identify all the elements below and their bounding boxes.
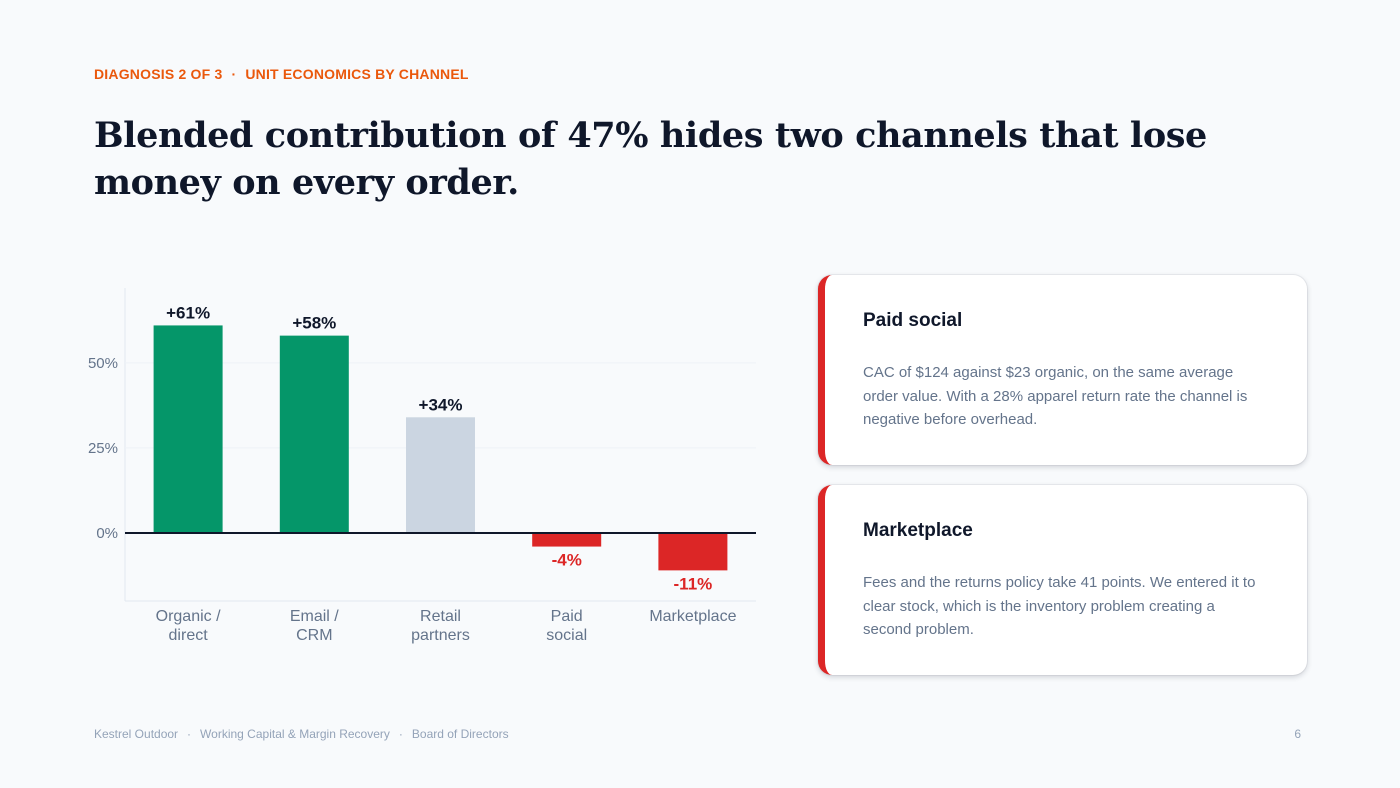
page-number: 6 bbox=[1294, 727, 1301, 741]
section-eyebrow: DIAGNOSIS 2 OF 3 · UNIT ECONOMICS BY CHANN… bbox=[94, 66, 469, 82]
eyebrow-topic: UNIT ECONOMICS BY CHANNEL bbox=[245, 66, 469, 82]
data-label: +34% bbox=[419, 395, 463, 414]
callout-title: Paid social bbox=[863, 310, 963, 331]
y-tick-label: 0% bbox=[96, 525, 118, 542]
bar bbox=[279, 335, 349, 533]
callout-body: CAC of $124 against $23 organic, on the … bbox=[863, 364, 1248, 428]
x-tick-label: Retail partners bbox=[411, 608, 470, 644]
bar bbox=[153, 325, 223, 533]
eyebrow-diagnosis: DIAGNOSIS 2 OF 3 bbox=[94, 66, 223, 82]
y-tick-label: 25% bbox=[88, 440, 118, 457]
data-label: -4% bbox=[552, 551, 582, 570]
contribution-bar-chart: 0% 25% 50% +61% Organic / direct +58% Email / CR… bbox=[88, 288, 756, 644]
bar bbox=[406, 417, 475, 533]
x-tick-label: Marketplace bbox=[649, 608, 736, 625]
x-tick-label: Paid social bbox=[546, 608, 587, 644]
data-label: +61% bbox=[166, 303, 210, 322]
slide-title: Blended contribution of 47% hides two ch… bbox=[94, 115, 1207, 203]
bar bbox=[532, 532, 602, 547]
y-tick-label: 50% bbox=[88, 355, 118, 372]
callout-card-marketplace: Marketplace Fees and the returns policy … bbox=[818, 485, 1307, 675]
footer-company: Kestrel Outdoor bbox=[94, 727, 179, 741]
callout-body: Fees and the returns policy take 41 poin… bbox=[863, 574, 1256, 638]
footer-separator: · bbox=[398, 727, 403, 741]
footer: Kestrel Outdoor · Working Capital & Margin… bbox=[94, 727, 509, 741]
x-tick-label: Email / CRM bbox=[290, 608, 339, 644]
data-label: -11% bbox=[674, 574, 713, 593]
footer-project: Working Capital & Margin Recovery bbox=[200, 727, 390, 741]
eyebrow-separator: · bbox=[231, 66, 237, 82]
data-label: +58% bbox=[292, 314, 336, 333]
footer-separator: · bbox=[187, 727, 192, 741]
callout-title: Marketplace bbox=[863, 520, 973, 541]
callout-card-paid-social: Paid social CAC of $124 against $23 orga… bbox=[818, 275, 1307, 465]
bar bbox=[658, 532, 728, 571]
footer-audience: Board of Directors bbox=[411, 727, 509, 741]
x-tick-label: Organic / direct bbox=[156, 608, 221, 644]
